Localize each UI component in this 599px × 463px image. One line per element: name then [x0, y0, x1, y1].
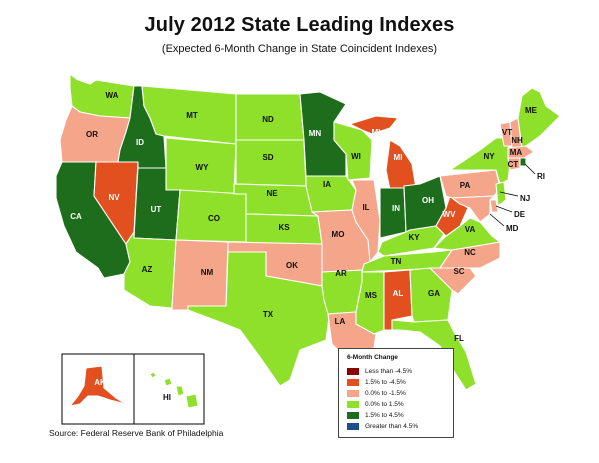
state-label-NH: NH [511, 136, 523, 145]
state-label-KY: KY [408, 233, 420, 242]
state-label-AZ: AZ [142, 265, 153, 274]
legend-item: 0.0% to -1.5% [347, 389, 406, 398]
state-NJ [495, 181, 507, 207]
state-label-WY: WY [196, 163, 210, 172]
state-label-NY: NY [483, 152, 495, 161]
state-label-NE: NE [266, 189, 278, 198]
legend: 6-Month Change Less than -4.5% 1.5% to -… [338, 348, 454, 438]
state-label-SD: SD [262, 153, 273, 162]
state-label-AL: AL [393, 289, 404, 298]
state-label-GA: GA [428, 289, 440, 298]
md-callout-line [489, 213, 505, 227]
state-label-KS: KS [278, 223, 290, 232]
state-label-ID: ID [136, 138, 144, 147]
legend-label: 1.5% to 4.5% [365, 412, 404, 419]
state-label-ND: ND [262, 115, 274, 124]
legend-title: 6-Month Change [347, 354, 398, 361]
hawaii-inset-frame [133, 353, 205, 425]
state-label-MN: MN [309, 129, 322, 138]
state-RI [519, 157, 527, 167]
state-label-WA: WA [106, 91, 119, 100]
legend-swatch [347, 412, 359, 419]
legend-swatch [347, 423, 359, 430]
state-label-AK: AK [94, 378, 106, 387]
state-label-MA: MA [510, 148, 523, 157]
nj-callout-line [499, 191, 519, 197]
state-SD [235, 139, 307, 187]
state-ME [517, 87, 561, 149]
map-subtitle: (Expected 6-Month Change in State Coinci… [161, 43, 438, 55]
legend-swatch [347, 368, 359, 375]
state-MI [385, 139, 417, 191]
state-label-VA: VA [465, 225, 476, 234]
state-label-IL: IL [362, 203, 369, 212]
legend-item: 1.5% to -4.5% [347, 378, 406, 387]
state-label-MT: MT [186, 111, 198, 120]
state-AK [69, 365, 127, 407]
state-WI [333, 121, 373, 181]
state-label-CA: CA [70, 212, 82, 221]
state-label-CT: CT [508, 160, 519, 169]
legend-label: 0.0% to -1.5% [365, 390, 406, 397]
state-label-NC: NC [464, 248, 476, 257]
state-label-HI: HI [163, 393, 171, 402]
source-note: Source: Federal Reserve Bank of Philadel… [49, 428, 224, 438]
state-label-MO: MO [332, 230, 345, 239]
state-label-OH: OH [422, 196, 434, 205]
state-label-LA: LA [335, 317, 346, 326]
state-label-UT: UT [151, 205, 162, 214]
state-label-VT: VT [502, 128, 512, 137]
state-label-PA: PA [460, 181, 471, 190]
state-label-MI_UP: MI [372, 128, 381, 137]
legend-item: Less than -4.5% [347, 367, 412, 376]
state-label-OK: OK [286, 261, 298, 270]
state-label-TN: TN [391, 257, 402, 266]
state-IL [351, 179, 381, 263]
state-HI [149, 371, 199, 409]
map-title: July 2012 State Leading Indexes [144, 14, 455, 36]
state-label-WV: WV [443, 210, 457, 219]
state-label-SC: SC [453, 267, 464, 276]
state-label-CO: CO [208, 214, 220, 223]
state-label-WI: WI [351, 152, 361, 161]
state-label-DE: DE [514, 210, 526, 219]
state-label-MS: MS [365, 291, 378, 300]
state-label-ME: ME [525, 106, 538, 115]
state-DE [489, 199, 499, 213]
state-MI_UP [349, 115, 399, 135]
legend-swatch [347, 379, 359, 386]
legend-swatch [347, 401, 359, 408]
legend-label: 0.0% to 1.5% [365, 401, 404, 408]
state-label-AR: AR [335, 269, 347, 278]
state-label-MD: MD [506, 224, 519, 233]
state-label-IN: IN [392, 204, 400, 213]
state-IN [379, 187, 407, 239]
state-TX [187, 251, 331, 387]
ri-callout-line [524, 163, 536, 175]
state-label-MI: MI [394, 153, 403, 162]
legend-label: Less than -4.5% [365, 368, 412, 375]
state-MD [451, 195, 495, 223]
state-label-NV: NV [108, 193, 120, 202]
de-callout-line [495, 205, 513, 213]
state-label-TX: TX [263, 310, 274, 319]
state-label-IA: IA [323, 180, 331, 189]
legend-item: 0.0% to 1.5% [347, 400, 404, 409]
legend-swatch [347, 390, 359, 397]
state-IA [305, 175, 357, 213]
state-label-FL: FL [454, 334, 464, 343]
state-label-NJ: NJ [520, 194, 530, 203]
legend-item: Greater than 4.5% [347, 422, 418, 431]
legend-label: 1.5% to -4.5% [365, 379, 406, 386]
state-CT [507, 157, 521, 171]
state-label-NM: NM [201, 268, 214, 277]
legend-label: Greater than 4.5% [365, 423, 419, 430]
state-label-OR: OR [86, 130, 98, 139]
legend-item: 1.5% to 4.5% [347, 411, 404, 420]
state-label-RI: RI [537, 172, 545, 181]
state-MA [507, 145, 535, 159]
state-WV [435, 195, 469, 237]
state-FL [391, 319, 477, 391]
